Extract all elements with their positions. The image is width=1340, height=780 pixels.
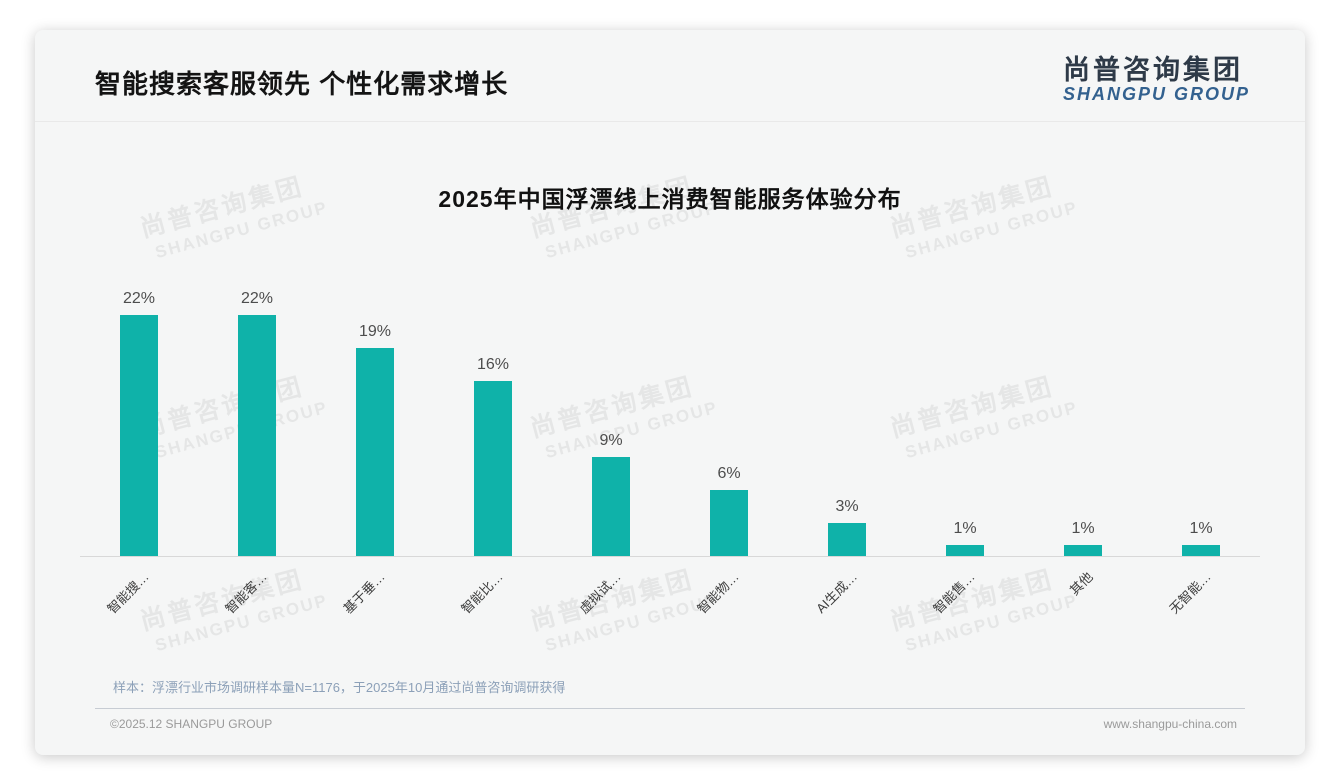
bar-slot: 1%	[1024, 520, 1142, 556]
chart-title: 2025年中国浮漂线上消费智能服务体验分布	[438, 186, 902, 212]
bar-slot: 19%	[316, 323, 434, 556]
logo-english-text: SHANGPU GROUP	[1062, 84, 1250, 105]
bar-value-label: 22%	[240, 290, 274, 307]
bar-slot: 9%	[552, 432, 670, 556]
copyright-text: ©2025.12 SHANGPU GROUP	[110, 717, 273, 731]
footer-divider	[95, 708, 1245, 709]
bar	[238, 315, 276, 556]
bar	[828, 523, 866, 556]
logo-chinese-text: 尚普咨询集团	[1062, 54, 1243, 85]
bar-value-label: 9%	[599, 432, 623, 449]
bar-slot: 22%	[80, 290, 198, 556]
category-label-slot: 智能搜…	[80, 557, 198, 649]
bar	[1182, 545, 1220, 556]
category-label-slot: AI生成…	[788, 557, 906, 649]
bar-value-label: 16%	[476, 356, 510, 373]
category-label-slot: 智能物…	[670, 557, 788, 649]
bar	[120, 315, 158, 556]
page-title: 智能搜索客服领先 个性化需求增长	[95, 69, 509, 99]
bar-value-label: 1%	[1071, 520, 1095, 537]
bar-slot: 3%	[788, 498, 906, 556]
bar-chart: 2025年中国浮漂线上消费智能服务体验分布 22% 22% 19% 16% 9% 6% 3%…	[35, 180, 1305, 649]
bar-value-label: 6%	[717, 465, 741, 482]
category-label-slot: 其他	[1024, 557, 1142, 649]
bar-value-label: 1%	[1189, 520, 1213, 537]
bar	[474, 381, 512, 556]
bar-slot: 16%	[434, 356, 552, 556]
category-labels-row: 智能搜… 智能客… 基于垂… 智能比… 虚拟试… 智能物… AI生成… 智能售… 其他 无智能…	[80, 557, 1260, 649]
bar-slot: 1%	[906, 520, 1024, 556]
category-label-slot: 基于垂…	[316, 557, 434, 649]
axis-category-label: 智能客…	[222, 569, 270, 617]
bar-value-label: 1%	[953, 520, 977, 537]
bars-row: 22% 22% 19% 16% 9% 6% 3% 1% 1% 1%	[80, 257, 1260, 557]
axis-category-label: 其他	[1066, 569, 1096, 599]
bar-slot: 1%	[1142, 520, 1260, 556]
company-logo: 尚普咨询集团 SHANGPU GROUP	[1062, 54, 1250, 105]
category-label-slot: 无智能…	[1142, 557, 1260, 649]
bar-value-label: 3%	[835, 498, 859, 515]
axis-category-label: 智能售…	[930, 569, 978, 617]
bar-value-label: 19%	[358, 323, 392, 340]
axis-category-label: 基于垂…	[340, 569, 388, 617]
website-url: www.shangpu-china.com	[1103, 717, 1237, 731]
category-label-slot: 虚拟试…	[552, 557, 670, 649]
bar	[592, 457, 630, 556]
category-label-slot: 智能客…	[198, 557, 316, 649]
footer: ©2025.12 SHANGPU GROUP www.shangpu-china…	[110, 717, 1237, 731]
axis-category-label: 虚拟试…	[576, 569, 624, 617]
bar-slot: 6%	[670, 465, 788, 556]
axis-category-label: 智能比…	[458, 569, 506, 617]
axis-category-label: 无智能…	[1166, 569, 1214, 617]
bar	[356, 348, 394, 556]
slide-card: 尚普咨询集团 SHANGPU GROUP 尚普咨询集团 SHANGPU GROUP 尚普…	[35, 30, 1305, 755]
bar-slot: 22%	[198, 290, 316, 556]
axis-category-label: AI生成…	[812, 569, 860, 617]
header: 智能搜索客服领先 个性化需求增长 尚普咨询集团 SHANGPU GROUP	[35, 30, 1305, 122]
axis-category-label: 智能物…	[694, 569, 742, 617]
category-label-slot: 智能售…	[906, 557, 1024, 649]
category-label-slot: 智能比…	[434, 557, 552, 649]
axis-category-label: 智能搜…	[104, 569, 152, 617]
bar	[710, 490, 748, 556]
bar-value-label: 22%	[122, 290, 156, 307]
sample-note: 样本：浮漂行业市场调研样本量N=1176，于2025年10月通过尚普咨询调研获得	[113, 680, 566, 695]
bar	[1064, 545, 1102, 556]
bar	[946, 545, 984, 556]
